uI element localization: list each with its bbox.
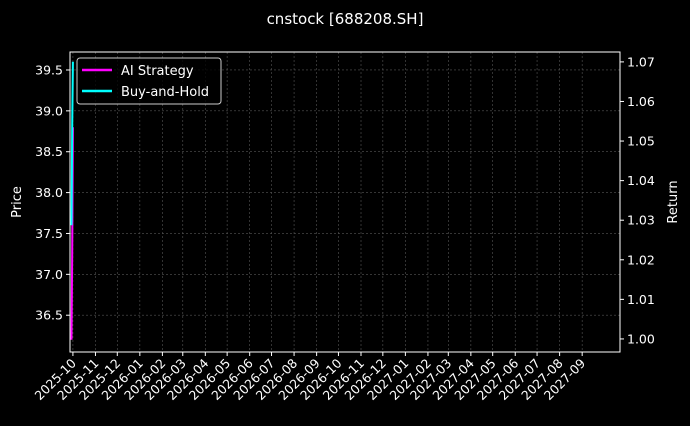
y-tick-label: 37.0 (35, 267, 63, 282)
y2-tick-label: 1.04 (627, 173, 655, 188)
y-tick-label: 36.5 (35, 308, 63, 323)
series-line-buy-and-hold (70, 61, 74, 226)
y2-axis-label: Return (666, 180, 681, 223)
y-tick-label: 37.5 (35, 226, 63, 241)
y-tick-label: 38.5 (35, 144, 63, 159)
y-tick-label: 39.5 (35, 62, 63, 77)
legend-label-ai-strategy: AI Strategy (121, 64, 194, 79)
y2-tick-label: 1.01 (627, 292, 655, 307)
x-axis: 2025-102025-112025-122026-012026-022026-… (31, 352, 588, 403)
plot-frame (69, 51, 621, 353)
y-axis-label: Price (10, 186, 25, 218)
y2-tick-label: 1.00 (627, 331, 655, 346)
series-lines (70, 61, 74, 340)
y-axis-right: 1.00 1.01 1.02 1.03 1.04 1.05 1.06 1.07 (620, 54, 655, 346)
y2-tick-label: 1.03 (627, 213, 655, 228)
y2-tick-label: 1.06 (627, 94, 655, 109)
y-tick-label: 38.0 (35, 185, 63, 200)
y-axis-left: 36.5 37.0 37.5 38.0 38.5 39.0 39.5 (35, 62, 70, 323)
legend-box (76, 57, 222, 105)
y2-tick-label: 1.05 (627, 134, 655, 149)
legend-label-buy-and-hold: Buy-and-Hold (121, 85, 209, 100)
y2-tick-label: 1.07 (627, 54, 655, 69)
y2-tick-label: 1.02 (627, 252, 655, 267)
legend: AI Strategy Buy-and-Hold (76, 57, 222, 105)
chart-title: cnstock [688208.SH] (267, 10, 424, 28)
y-tick-label: 39.0 (35, 103, 63, 118)
